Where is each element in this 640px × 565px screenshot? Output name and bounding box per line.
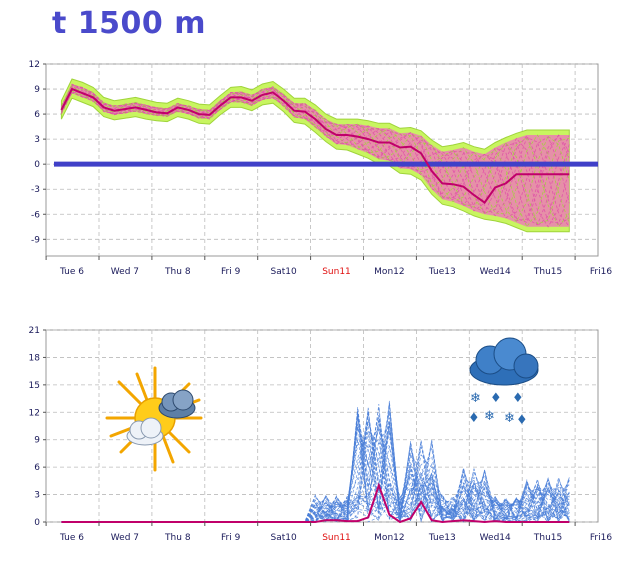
snow-cloud-icon: ❄ ♦ ♦ ❄ ♦ ❄ ♦: [468, 337, 539, 428]
x-tick-label: Fri16: [590, 267, 612, 277]
precip-main-line: [61, 482, 570, 524]
y-tick-label: 6: [34, 110, 40, 120]
ensemble-member-line: [61, 87, 570, 227]
y-tick-label: 18: [29, 353, 41, 363]
precip-member-line: [61, 415, 570, 523]
y-tick-label: -3: [31, 185, 40, 195]
x-tick-label: Tue13: [428, 533, 456, 543]
svg-text:❄: ❄: [504, 411, 515, 426]
x-tick-label: Wed14: [480, 533, 511, 543]
x-tick-label: Sun11: [322, 267, 351, 277]
chart-title: t 1500 m: [52, 6, 206, 41]
y-tick-label: 21: [29, 326, 40, 336]
svg-text:❄: ❄: [484, 409, 495, 424]
y-tick-label: 15: [29, 381, 40, 391]
svg-text:♦: ♦: [468, 411, 480, 426]
y-tick-label: 12: [29, 408, 40, 418]
sun-cloud-icon: [105, 366, 203, 472]
precip-member-line: [61, 408, 570, 523]
ensemble-member-line: [61, 83, 570, 228]
x-tick-label: Sat10: [270, 533, 296, 543]
precip-member-line: [61, 407, 570, 523]
ensemble-member-line: [61, 87, 570, 223]
precip-member-line: [61, 400, 570, 523]
precip-member-line: [61, 430, 570, 523]
y-tick-label: 3: [34, 135, 40, 145]
top-y-ticks: 12 9 6 3 0 -3 -6 -9: [29, 60, 46, 245]
bottom-y-ticks: 21 18 15 12 9 6 3 0: [29, 326, 46, 528]
precip-member-line: [61, 403, 570, 523]
precip-member-line: [61, 417, 570, 523]
x-tick-label: Sun11: [322, 533, 351, 543]
precip-member-line: [61, 446, 570, 523]
y-tick-label: 0: [34, 160, 40, 170]
x-tick-label: Sat10: [270, 267, 296, 277]
svg-text:♦: ♦: [516, 413, 528, 428]
precip-member-line: [61, 423, 570, 524]
x-tick-label: Wed 7: [111, 267, 139, 277]
precip-member-line: [61, 434, 570, 523]
x-tick-label: Mon12: [374, 533, 404, 543]
ensemble-member-line: [61, 86, 570, 228]
svg-text:❄: ❄: [470, 391, 481, 406]
x-tick-label: Fri16: [590, 533, 612, 543]
ensemble-member-line: [61, 85, 570, 226]
x-tick-label: Fri 9: [221, 267, 241, 277]
precip-member-line: [61, 427, 570, 523]
precip-ensemble: [61, 400, 570, 524]
temperature-series: [54, 87, 598, 204]
y-tick-label: 0: [34, 518, 40, 528]
y-tick-label: 6: [34, 463, 40, 473]
temperature-main-line: [60, 87, 570, 204]
precip-member-line: [61, 412, 570, 523]
precip-series: [61, 482, 570, 524]
svg-text:♦: ♦: [512, 391, 524, 406]
x-tick-label: Tue 6: [59, 267, 84, 277]
y-tick-label: 9: [34, 436, 40, 446]
top-x-ticks: Tue 6 Wed 7 Thu 8 Fri 9 Sat10 Sun11 Mon12 Tue13…: [45, 256, 612, 277]
temperature-ensemble: [60, 78, 570, 233]
x-tick-label: Thu15: [533, 533, 562, 543]
x-tick-label: Wed 7: [111, 533, 139, 543]
y-tick-label: 9: [34, 85, 40, 95]
bottom-x-ticks: Tue 6 Wed 7 Thu 8 Fri 9 Sat10 Sun11 Mon12 Tue13…: [45, 522, 612, 543]
precip-member-line: [61, 402, 570, 523]
ensemble-member-line: [61, 85, 570, 225]
precip-member-line: [61, 420, 570, 523]
y-tick-label: 3: [34, 491, 40, 501]
x-tick-label: Tue13: [428, 267, 456, 277]
svg-text:♦: ♦: [490, 391, 502, 406]
ensemble-member-line: [61, 89, 570, 223]
x-tick-label: Thu 8: [164, 533, 191, 543]
y-tick-label: -6: [31, 210, 40, 220]
precip-member-line: [61, 407, 570, 523]
x-tick-label: Wed14: [480, 267, 511, 277]
x-tick-label: Thu15: [533, 267, 562, 277]
precip-member-line: [61, 426, 570, 523]
precip-member-line: [61, 412, 570, 523]
precip-member-line: [61, 423, 570, 523]
x-tick-label: Mon12: [374, 267, 404, 277]
y-tick-label: -9: [31, 235, 40, 245]
x-tick-label: Tue 6: [59, 533, 84, 543]
x-tick-label: Thu 8: [164, 267, 191, 277]
y-tick-label: 12: [29, 60, 40, 70]
precip-member-line: [61, 412, 570, 523]
x-tick-label: Fri 9: [221, 533, 241, 543]
ensemble-member-line: [61, 89, 570, 224]
inner-envelope: [61, 84, 570, 227]
